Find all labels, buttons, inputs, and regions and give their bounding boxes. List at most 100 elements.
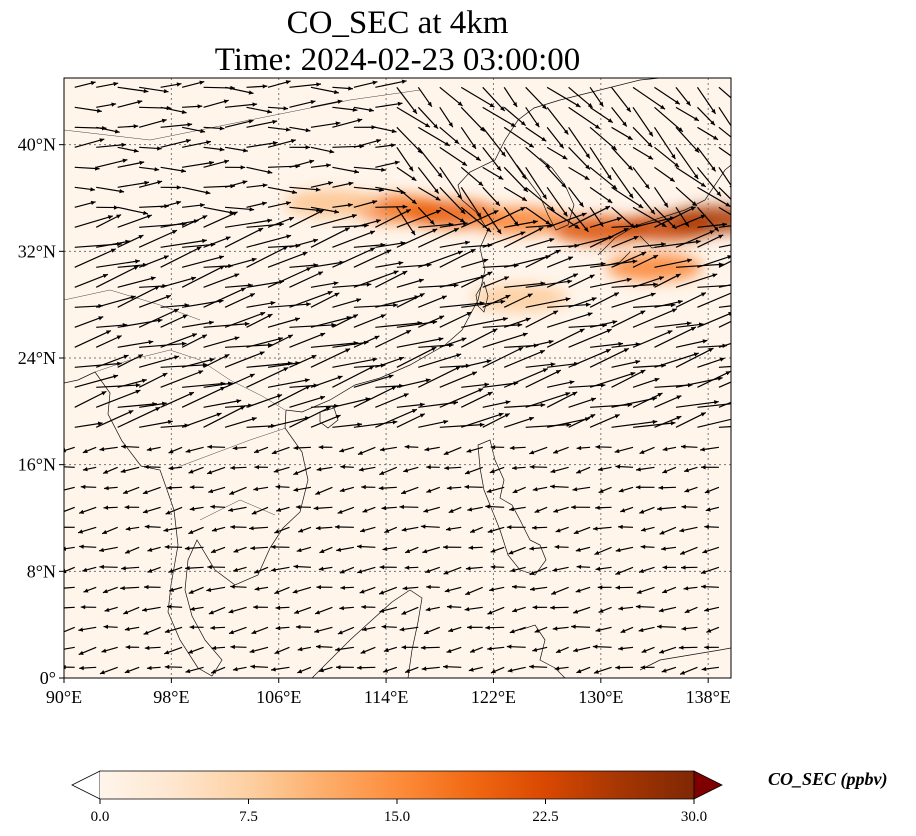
colorbar-tick-label: 15.0 (384, 809, 410, 825)
wind-arrow-shaft (396, 378, 431, 388)
wind-arrow-head (163, 255, 169, 260)
wind-arrow-shaft (482, 400, 511, 408)
wind-arrow-head (311, 355, 317, 360)
wind-arrow-head (691, 201, 697, 206)
wind-arrow-head (292, 589, 298, 594)
wind-arrow-head (628, 193, 634, 199)
wind-arrow-shaft (589, 372, 636, 388)
wind-arrow-shaft (246, 362, 293, 368)
wind-arrow-shaft (697, 186, 731, 208)
wind-arrow-head (607, 174, 612, 180)
wind-arrow-shaft (697, 403, 731, 408)
wind-arrow-head (700, 182, 706, 187)
wind-arrow-shaft (482, 86, 506, 112)
wind-arrow-shaft (568, 126, 591, 159)
wind-arrow-head (117, 361, 122, 366)
wind-arrow-shaft (718, 320, 731, 328)
wind-arrow-head (718, 262, 724, 267)
wind-arrow-head (701, 465, 706, 470)
wind-arrow-head (273, 468, 279, 473)
wind-arrow-shaft (117, 206, 149, 215)
wind-arrow-head (507, 668, 513, 673)
wind-arrow-head (555, 370, 561, 375)
wind-arrow-shaft (439, 275, 486, 288)
wind-arrow-shaft (95, 265, 139, 288)
wind-arrow-head (756, 423, 761, 427)
wind-arrow-shaft (632, 276, 665, 288)
wind-arrow-head (383, 647, 389, 653)
wind-arrow-head (166, 604, 172, 609)
wind-arrow-shaft (525, 392, 571, 408)
wind-arrow-head (142, 509, 148, 514)
wind-arrow-head (139, 160, 145, 166)
wind-arrow-head (164, 628, 170, 634)
wind-arrow-head (448, 508, 454, 513)
wind-arrow-shaft (525, 206, 551, 226)
wind-arrow-shaft (396, 207, 416, 236)
wind-arrow-head (532, 605, 538, 610)
wind-arrow-head (292, 189, 297, 195)
wind-arrow-head (541, 104, 547, 110)
wind-arrow-head (254, 569, 260, 574)
wind-arrow-head (348, 181, 354, 186)
wind-arrow-shaft (460, 206, 492, 233)
wind-arrow-shaft (611, 166, 634, 199)
wind-arrow-head (701, 666, 707, 672)
wind-arrow-head (334, 89, 339, 95)
wind-arrow-shaft (675, 292, 707, 308)
wind-arrow-head (79, 509, 85, 514)
wind-arrow-head (411, 409, 417, 414)
wind-arrow-shaft (718, 225, 731, 228)
wind-arrow-shaft (64, 506, 75, 513)
wind-arrow-head (589, 274, 595, 279)
wind-arrow-head (345, 348, 351, 353)
wind-arrow-head (210, 548, 216, 554)
wind-arrow-shaft (289, 324, 337, 328)
wind-arrow-shaft (546, 86, 581, 108)
wind-arrow-shaft (224, 119, 254, 128)
wind-arrow-head (79, 544, 84, 549)
wind-arrow-head (164, 544, 170, 550)
wind-arrow-head (638, 627, 644, 633)
wind-arrow-shaft (310, 100, 343, 108)
wind-arrow-head (146, 214, 152, 219)
wind-arrow-head (565, 392, 571, 397)
wind-arrow-head (162, 373, 168, 378)
map-frame (63, 77, 732, 679)
wind-arrow-head (550, 484, 555, 489)
wind-arrow-head (200, 128, 206, 134)
wind-arrow-shaft (246, 394, 283, 408)
wind-arrow-head (718, 234, 724, 239)
longitude-ticks: 90°E 98°E 106°E 114°E 122°E 130°E 138°E (46, 678, 731, 707)
wind-arrow-head (693, 116, 699, 121)
wind-arrow-head (444, 465, 449, 471)
wind-arrow-head (244, 321, 250, 327)
latitude-tick-label: 40°N (18, 135, 56, 155)
wind-arrow-head (232, 445, 238, 451)
wind-arrow-head (313, 238, 318, 243)
wind-arrow-shaft (74, 215, 113, 228)
wind-arrow-head (735, 289, 740, 293)
wind-arrow-shaft (310, 414, 341, 428)
wind-arrow-head (384, 528, 390, 533)
wind-arrow-shaft (439, 302, 485, 308)
wind-arrow-head (274, 649, 280, 654)
wind-arrow-head (398, 261, 404, 266)
wind-arrow-shaft (310, 375, 343, 388)
wind-arrow-head (508, 550, 514, 555)
wind-arrow-head (421, 666, 427, 671)
wind-arrow-shaft (611, 343, 641, 348)
wind-arrow-head (201, 334, 207, 339)
wind-arrow-head (431, 347, 437, 352)
wind-arrow-head (426, 488, 432, 493)
wind-arrow-head (267, 169, 273, 175)
wind-arrow-head (662, 565, 667, 570)
wind-arrow-head (623, 228, 629, 233)
wind-arrow-shaft (74, 248, 117, 268)
wind-arrow-head (490, 444, 496, 450)
wind-arrow-head (189, 506, 195, 511)
wind-arrow-shaft (504, 282, 546, 288)
wind-arrow-head (240, 165, 246, 170)
wind-arrow-head (121, 566, 126, 571)
wind-arrow-head (402, 271, 408, 276)
